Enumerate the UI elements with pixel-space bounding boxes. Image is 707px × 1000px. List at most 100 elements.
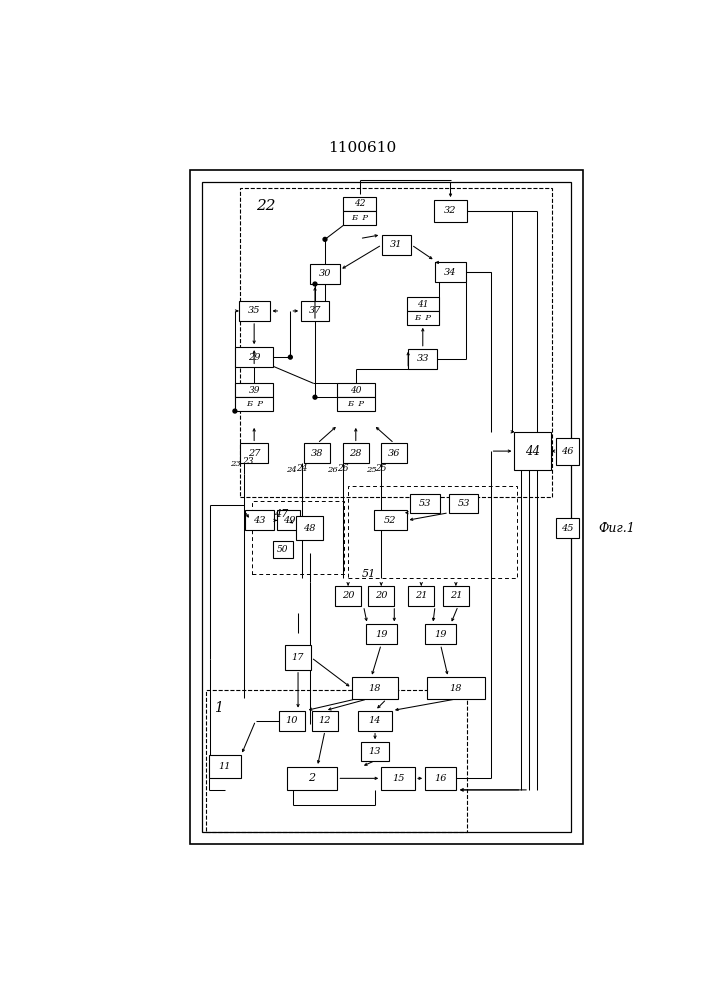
Text: 38: 38 (311, 449, 324, 458)
Text: 37: 37 (309, 306, 321, 315)
Bar (209, 755, 241, 778)
Text: 45: 45 (561, 524, 574, 533)
Text: 19: 19 (375, 630, 387, 639)
Bar (425, 624, 456, 644)
Text: 28: 28 (349, 449, 362, 458)
Text: 32: 32 (444, 206, 457, 215)
Text: 51: 51 (362, 569, 376, 579)
Bar (235, 347, 274, 367)
Bar (366, 624, 397, 644)
Text: 34: 34 (444, 268, 457, 277)
Text: 24: 24 (296, 464, 308, 473)
Text: 49: 49 (283, 516, 295, 525)
Bar (515, 432, 551, 470)
Bar (449, 494, 478, 513)
Bar (343, 443, 369, 463)
Bar (301, 301, 329, 321)
Text: 31: 31 (390, 240, 403, 249)
Bar (285, 645, 311, 670)
Bar (310, 264, 339, 284)
Text: 12: 12 (319, 716, 332, 725)
Bar (556, 518, 579, 538)
Bar (556, 438, 579, 465)
Bar (443, 586, 469, 606)
Bar (408, 349, 438, 369)
Circle shape (323, 237, 327, 241)
Text: 44: 44 (525, 445, 540, 458)
Text: 35: 35 (248, 306, 260, 315)
Text: 2: 2 (308, 773, 315, 783)
Bar (273, 541, 293, 558)
Text: 1: 1 (214, 701, 223, 715)
Text: 50: 50 (277, 545, 288, 554)
Bar (368, 586, 395, 606)
Text: 39: 39 (248, 386, 260, 395)
Bar (245, 510, 274, 530)
Bar (235, 397, 274, 411)
Text: 41: 41 (417, 300, 428, 309)
Bar (381, 443, 407, 463)
Bar (381, 767, 415, 790)
Bar (344, 197, 376, 211)
Text: 43: 43 (253, 516, 266, 525)
Text: 26: 26 (337, 464, 349, 473)
Text: 23: 23 (230, 460, 240, 468)
Text: 14: 14 (369, 716, 381, 725)
Text: 25: 25 (366, 466, 377, 474)
Text: 48: 48 (303, 524, 316, 533)
Bar (337, 383, 375, 397)
Bar (296, 516, 324, 540)
Text: 40: 40 (350, 386, 361, 395)
Bar (235, 383, 274, 397)
Text: 1100610: 1100610 (328, 141, 396, 155)
Text: Б  Р: Б Р (245, 400, 263, 408)
Text: 19: 19 (434, 630, 447, 639)
Text: 53: 53 (419, 499, 431, 508)
Bar (201, 182, 571, 832)
Text: 27: 27 (248, 449, 260, 458)
Bar (206, 690, 467, 832)
Text: 30: 30 (319, 269, 332, 278)
Bar (411, 494, 440, 513)
Text: 42: 42 (354, 199, 366, 208)
Text: 18: 18 (450, 684, 462, 693)
Text: 11: 11 (218, 762, 231, 771)
Text: 10: 10 (286, 716, 298, 725)
Text: 20: 20 (342, 591, 354, 600)
Bar (358, 711, 392, 731)
Text: 22: 22 (256, 199, 276, 213)
Text: 52: 52 (384, 516, 397, 525)
Text: 20: 20 (375, 591, 387, 600)
Text: 26: 26 (327, 466, 338, 474)
Bar (190, 170, 583, 844)
Text: 16: 16 (434, 774, 447, 783)
Bar (382, 235, 411, 255)
Text: 15: 15 (392, 774, 404, 783)
Bar (240, 443, 268, 463)
Text: Б  Р: Б Р (414, 314, 431, 322)
Bar (337, 397, 375, 411)
Bar (427, 677, 485, 699)
Text: Фиг.1: Фиг.1 (598, 522, 635, 535)
Bar (434, 200, 467, 222)
Bar (408, 586, 434, 606)
Bar (277, 510, 300, 530)
Text: 17: 17 (292, 653, 304, 662)
Bar (279, 711, 305, 731)
Circle shape (233, 409, 237, 413)
Bar (252, 501, 344, 574)
Bar (435, 262, 466, 282)
Circle shape (313, 395, 317, 399)
Text: 36: 36 (388, 449, 401, 458)
Bar (335, 586, 361, 606)
Text: 29: 29 (248, 353, 260, 362)
Bar (240, 188, 552, 497)
Bar (344, 211, 376, 225)
Bar (348, 486, 518, 578)
Text: 21: 21 (415, 591, 428, 600)
Text: 46: 46 (561, 447, 574, 456)
Bar (287, 767, 337, 790)
Text: 18: 18 (369, 684, 381, 693)
Bar (352, 677, 398, 699)
Circle shape (313, 282, 317, 286)
